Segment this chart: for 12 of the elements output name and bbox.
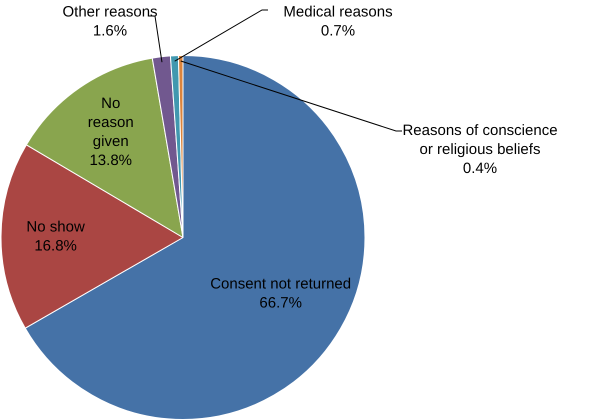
data-label: 66.7%	[259, 294, 302, 312]
data-label: 0.7%	[320, 22, 356, 40]
slice-label: No show	[26, 218, 85, 236]
data-label: 1.6%	[92, 22, 128, 40]
data-label: 16.8%	[34, 237, 77, 254]
slice-label: No reason given	[88, 95, 134, 150]
slice-label: Reasons of conscience or religious beliefs	[402, 122, 558, 158]
slice-label: Other reasons	[62, 4, 158, 21]
data-label: 13.8%	[89, 152, 132, 170]
slice-label: Consent not returned	[210, 276, 352, 293]
slice-label: Medical reasons	[283, 4, 393, 21]
data-label: 0.4%	[462, 160, 498, 178]
